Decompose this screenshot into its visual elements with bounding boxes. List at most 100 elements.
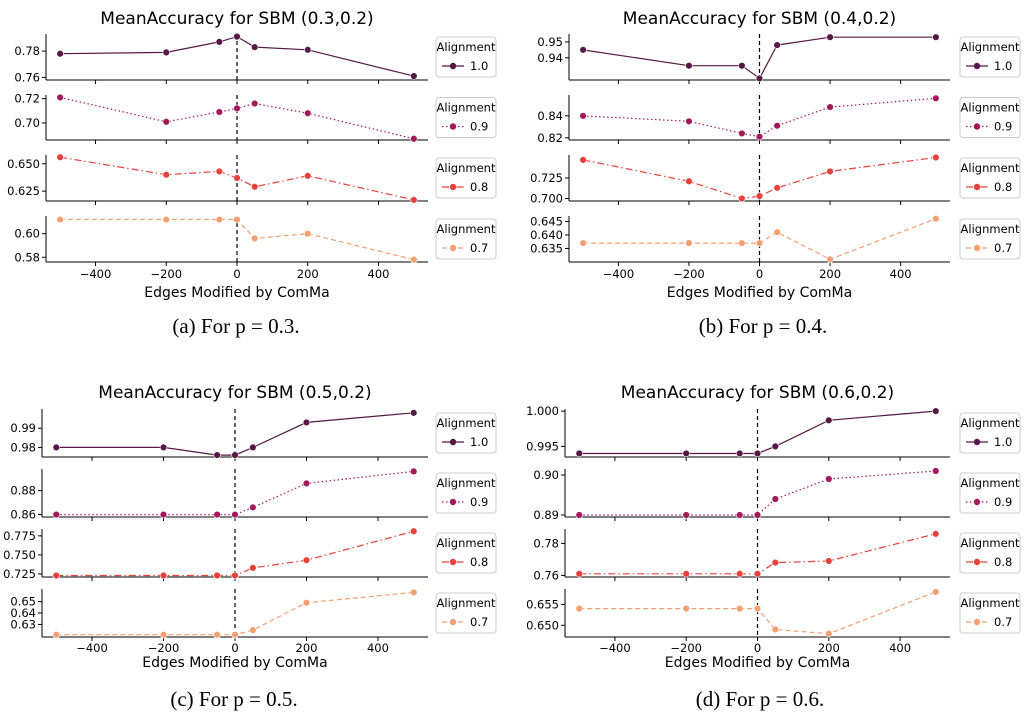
panel-0.8: 0.775 0.750 0.725 Alignment 0.8 bbox=[3, 527, 497, 581]
legend-title: Alignment bbox=[437, 222, 496, 236]
x-tick-label: 200 bbox=[819, 267, 841, 281]
data-point bbox=[410, 135, 418, 143]
legend-entry: 1.0 bbox=[470, 59, 488, 73]
data-point bbox=[825, 416, 833, 424]
data-point bbox=[215, 215, 224, 224]
data-point bbox=[932, 33, 940, 41]
data-point bbox=[579, 46, 587, 54]
chart-2: MeanAccuracy for SBM (0.4,0.2) 0.95 0.94 Al… bbox=[530, 9, 1021, 338]
data-point bbox=[410, 255, 418, 264]
legend-title: Alignment bbox=[437, 101, 496, 115]
x-tick-label: 400 bbox=[889, 641, 911, 655]
data-point bbox=[738, 129, 746, 138]
legend-marker bbox=[449, 183, 457, 191]
data-point bbox=[304, 46, 312, 54]
data-point bbox=[773, 122, 781, 130]
data-point bbox=[302, 418, 311, 427]
y-tick-label: 0.995 bbox=[526, 439, 559, 453]
y-tick-label: 0.94 bbox=[537, 51, 563, 65]
legend-entry: 1.0 bbox=[994, 59, 1012, 73]
data-point bbox=[753, 449, 762, 458]
data-point bbox=[410, 72, 418, 80]
data-point bbox=[932, 215, 940, 223]
panel-0.9: 0.72 0.70 Alignment 0.9 bbox=[14, 92, 497, 144]
legend-title: Alignment bbox=[437, 596, 496, 610]
legend-title: Alignment bbox=[437, 161, 496, 175]
legend-0.9: Alignment 0.9 bbox=[959, 472, 1021, 514]
data-point bbox=[213, 510, 221, 519]
data-point bbox=[302, 599, 311, 607]
data-point bbox=[249, 564, 257, 572]
panel-1.0: 0.99 0.98 Alignment 1.0 bbox=[10, 409, 497, 461]
y-tick-label: 0.700 bbox=[530, 192, 563, 206]
legend-entry: 0.7 bbox=[994, 615, 1012, 629]
y-tick-label: 0.76 bbox=[14, 70, 40, 84]
data-point bbox=[755, 239, 764, 247]
data-point bbox=[410, 467, 418, 476]
panel-1.0: 1.000 0.995 Alignment 1.0 bbox=[526, 404, 1021, 461]
data-point bbox=[304, 229, 312, 238]
legend-marker bbox=[449, 62, 457, 70]
legend-0.8: Alignment 0.8 bbox=[435, 157, 497, 199]
chart-title: MeanAccuracy for SBM (0.5,0.2) bbox=[98, 383, 371, 403]
data-point bbox=[773, 228, 781, 236]
data-point bbox=[575, 570, 583, 578]
data-point bbox=[579, 112, 587, 120]
legend-marker bbox=[973, 618, 981, 626]
legend-0.8: Alignment 0.8 bbox=[435, 532, 497, 574]
legend-0.9: Alignment 0.9 bbox=[959, 97, 1021, 138]
legend-marker bbox=[973, 438, 981, 446]
legend-entry: 0.7 bbox=[470, 615, 488, 629]
panel-0.7: 0.60 0.58 Alignment 0.7 bbox=[14, 215, 497, 266]
data-point bbox=[249, 443, 257, 452]
y-tick-label: 1.000 bbox=[526, 404, 559, 418]
chart-3: MeanAccuracy for SBM (0.5,0.2) 0.99 0.98 Al… bbox=[3, 383, 497, 711]
data-point bbox=[410, 527, 418, 535]
chart-4: MeanAccuracy for SBM (0.6,0.2) 1.000 0.995… bbox=[526, 383, 1021, 711]
data-point bbox=[682, 511, 690, 519]
data-point bbox=[215, 108, 224, 116]
legend-marker bbox=[449, 498, 457, 506]
data-point bbox=[685, 62, 693, 70]
panel-0.8: 0.650 0.625 Alignment 0.8 bbox=[7, 153, 497, 205]
x-tick-label: 400 bbox=[368, 267, 390, 281]
legend-1.0: Alignment 1.0 bbox=[435, 36, 497, 78]
data-point bbox=[302, 556, 311, 564]
y-tick-label: 0.625 bbox=[7, 184, 40, 198]
x-tick-label: 200 bbox=[297, 267, 319, 281]
data-point bbox=[579, 239, 587, 247]
y-tick-label: 0.650 bbox=[526, 618, 559, 632]
data-point bbox=[826, 103, 834, 111]
data-point bbox=[735, 449, 744, 458]
data-point bbox=[233, 104, 241, 113]
legend-title: Alignment bbox=[437, 476, 496, 490]
data-point bbox=[735, 570, 744, 578]
data-point bbox=[771, 495, 780, 503]
legend-entry: 0.7 bbox=[994, 241, 1012, 255]
panel-1.0: 0.78 0.76 Alignment 1.0 bbox=[14, 32, 497, 84]
x-axis-label: Edges Modified by ComMa bbox=[667, 285, 852, 301]
data-point bbox=[753, 570, 762, 578]
data-point bbox=[56, 153, 64, 161]
legend-0.7: Alignment 0.7 bbox=[959, 218, 1021, 260]
legend-title: Alignment bbox=[961, 222, 1020, 236]
legend-title: Alignment bbox=[961, 101, 1020, 115]
figure-caption: (d) For p = 0.6. bbox=[696, 687, 825, 711]
legend-entry: 1.0 bbox=[994, 435, 1012, 449]
data-point bbox=[755, 133, 764, 141]
data-point bbox=[52, 443, 60, 452]
data-point bbox=[682, 570, 690, 578]
x-tick-label: −400 bbox=[76, 641, 108, 655]
chart-title: MeanAccuracy for SBM (0.4,0.2) bbox=[623, 9, 896, 29]
legend-marker bbox=[973, 244, 981, 252]
data-point bbox=[162, 118, 170, 126]
data-point bbox=[753, 511, 762, 519]
legend-entry: 0.8 bbox=[470, 180, 488, 194]
data-point bbox=[233, 32, 241, 41]
data-point bbox=[231, 571, 239, 580]
legend-0.8: Alignment 0.8 bbox=[959, 532, 1021, 574]
data-point bbox=[52, 571, 60, 580]
legend-title: Alignment bbox=[437, 416, 496, 430]
y-tick-label: 0.82 bbox=[537, 131, 563, 145]
